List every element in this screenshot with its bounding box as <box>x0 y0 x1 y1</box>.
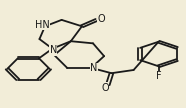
Text: N: N <box>90 63 98 73</box>
Text: O: O <box>97 14 105 24</box>
Text: O: O <box>101 83 109 93</box>
Text: F: F <box>156 71 161 81</box>
Text: N: N <box>50 45 57 55</box>
Text: HN: HN <box>35 20 50 30</box>
